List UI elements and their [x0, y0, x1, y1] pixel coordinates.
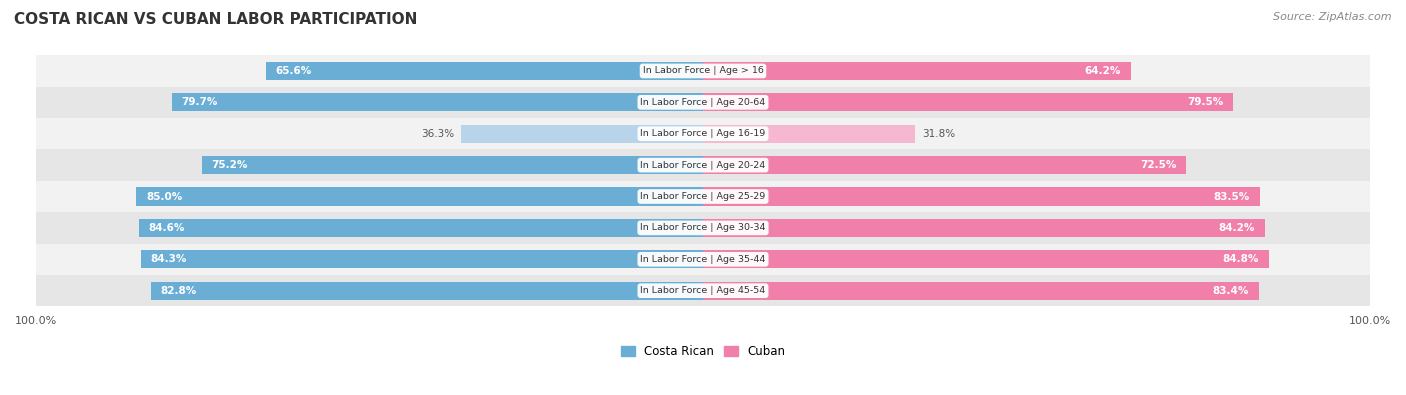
Text: 83.5%: 83.5% — [1213, 192, 1250, 201]
Text: 36.3%: 36.3% — [422, 129, 454, 139]
Bar — [37, 87, 703, 118]
Bar — [703, 118, 1369, 149]
Text: Source: ZipAtlas.com: Source: ZipAtlas.com — [1274, 12, 1392, 22]
Bar — [703, 212, 1369, 244]
Text: In Labor Force | Age > 16: In Labor Force | Age > 16 — [643, 66, 763, 75]
Legend: Costa Rican, Cuban: Costa Rican, Cuban — [616, 340, 790, 363]
Bar — [136, 187, 703, 206]
Text: 64.2%: 64.2% — [1085, 66, 1121, 76]
Text: In Labor Force | Age 30-34: In Labor Force | Age 30-34 — [640, 224, 766, 232]
Text: 82.8%: 82.8% — [160, 286, 197, 296]
Text: 84.6%: 84.6% — [149, 223, 186, 233]
Text: In Labor Force | Age 20-24: In Labor Force | Age 20-24 — [640, 161, 766, 169]
Bar — [703, 93, 1233, 111]
Bar — [703, 187, 1260, 206]
Bar — [703, 244, 1369, 275]
Bar — [703, 282, 1260, 300]
Bar — [37, 118, 703, 149]
Bar — [141, 250, 703, 268]
Text: 84.8%: 84.8% — [1222, 254, 1258, 264]
Bar — [703, 275, 1369, 307]
Bar — [37, 212, 703, 244]
Bar — [37, 55, 703, 87]
Text: 72.5%: 72.5% — [1140, 160, 1177, 170]
Bar — [266, 62, 703, 80]
Text: In Labor Force | Age 35-44: In Labor Force | Age 35-44 — [640, 255, 766, 264]
Text: 65.6%: 65.6% — [276, 66, 312, 76]
Text: In Labor Force | Age 25-29: In Labor Force | Age 25-29 — [640, 192, 766, 201]
Bar — [37, 244, 703, 275]
Text: In Labor Force | Age 45-54: In Labor Force | Age 45-54 — [640, 286, 766, 295]
Bar — [37, 181, 703, 212]
Bar — [37, 149, 703, 181]
Bar — [703, 156, 1187, 174]
Bar — [703, 250, 1268, 268]
Bar — [703, 125, 915, 143]
Text: 84.2%: 84.2% — [1218, 223, 1254, 233]
Bar — [703, 55, 1369, 87]
Bar — [703, 181, 1369, 212]
Bar — [703, 149, 1369, 181]
Bar — [37, 275, 703, 307]
Text: COSTA RICAN VS CUBAN LABOR PARTICIPATION: COSTA RICAN VS CUBAN LABOR PARTICIPATION — [14, 12, 418, 27]
Text: 79.7%: 79.7% — [181, 97, 218, 107]
Text: 79.5%: 79.5% — [1187, 97, 1223, 107]
Bar — [703, 219, 1264, 237]
Text: In Labor Force | Age 20-64: In Labor Force | Age 20-64 — [640, 98, 766, 107]
Text: 31.8%: 31.8% — [922, 129, 955, 139]
Text: 84.3%: 84.3% — [150, 254, 187, 264]
Text: 75.2%: 75.2% — [211, 160, 247, 170]
Bar — [703, 62, 1132, 80]
Bar — [703, 87, 1369, 118]
Text: 83.4%: 83.4% — [1213, 286, 1249, 296]
Text: 85.0%: 85.0% — [146, 192, 183, 201]
Text: In Labor Force | Age 16-19: In Labor Force | Age 16-19 — [640, 129, 766, 138]
Bar — [150, 282, 703, 300]
Bar — [201, 156, 703, 174]
Bar — [461, 125, 703, 143]
Bar — [139, 219, 703, 237]
Bar — [172, 93, 703, 111]
